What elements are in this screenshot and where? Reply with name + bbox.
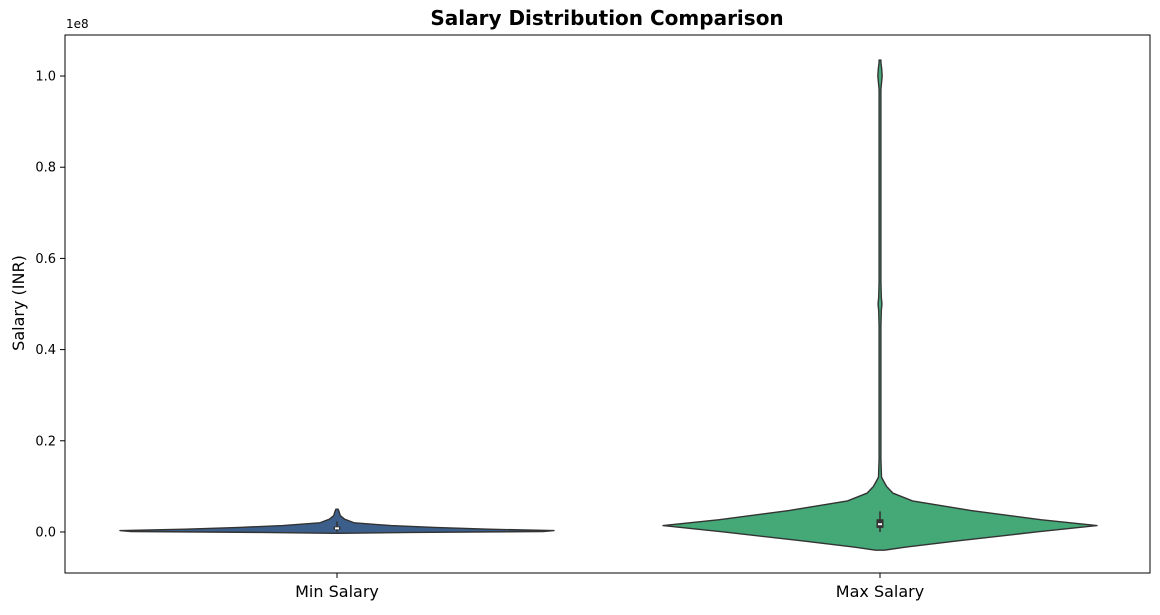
y-tick-label: 1.0 — [35, 70, 56, 85]
x-tick-label: Max Salary — [836, 582, 924, 601]
violin-median — [335, 527, 339, 530]
chart-title: Salary Distribution Comparison — [430, 6, 783, 30]
y-tick-label: 0.6 — [35, 252, 56, 267]
x-tick-label: Min Salary — [295, 582, 379, 601]
y-tick-label: 0.0 — [35, 525, 56, 540]
violin-median — [878, 523, 882, 526]
y-tick-label: 0.2 — [35, 434, 56, 449]
y-offset-label: 1e8 — [66, 17, 89, 31]
violin-min-salary — [119, 508, 555, 535]
violin-max-salary — [662, 59, 1098, 551]
y-tick-label: 0.8 — [35, 161, 56, 176]
y-axis-label: Salary (INR) — [9, 255, 28, 351]
y-tick-label: 0.4 — [35, 343, 56, 358]
plot-frame — [64, 34, 1151, 574]
